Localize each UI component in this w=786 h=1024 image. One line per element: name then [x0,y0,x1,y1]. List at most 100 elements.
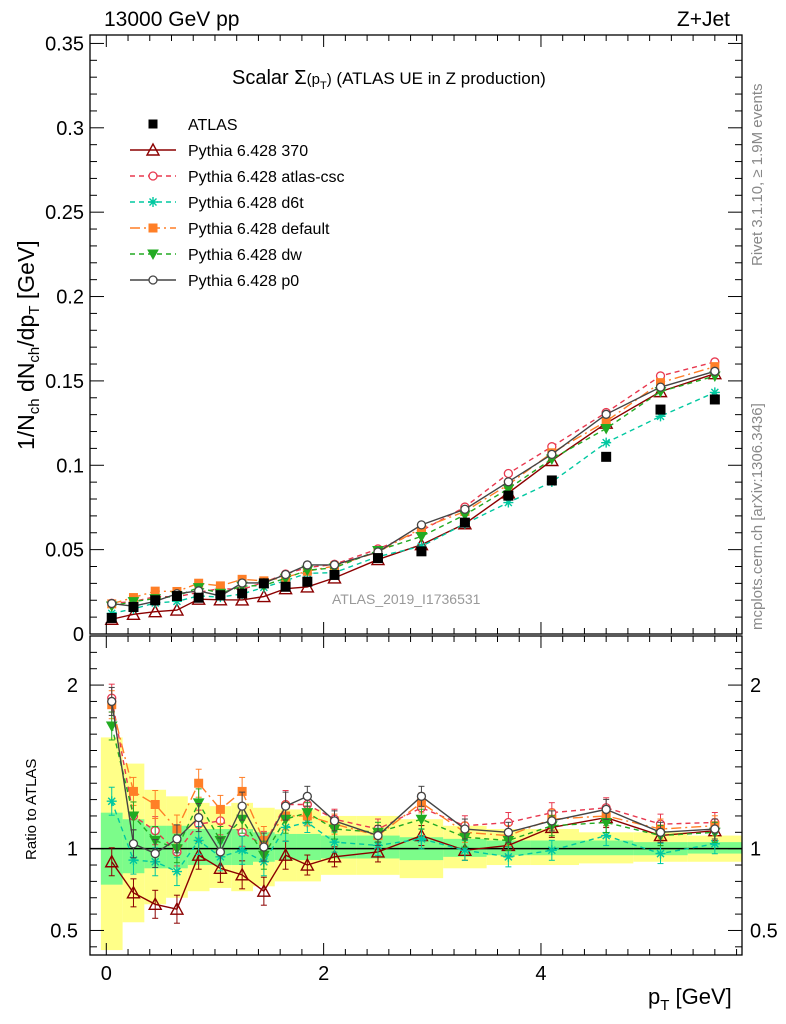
header-right: Z+Jet [677,8,730,31]
y-tick-label: 0.05 [45,540,84,562]
series-marker [215,804,225,814]
series-marker [194,812,204,823]
y-tick-label: 0.25 [45,202,84,224]
series-marker [169,602,185,616]
x-axis-label: pT [GeV] [648,984,732,1014]
mcplots-label: mcplots.cern.ch [arXiv:1306.3436] [749,403,766,630]
series-marker [329,560,340,570]
data-point [655,404,666,415]
series-marker [547,449,557,460]
ratio-y-tick-label: 0.5 [50,920,78,942]
series-marker [710,362,720,372]
series-marker [148,604,163,618]
series-marker [105,721,118,733]
series-marker [256,883,272,897]
series-marker [107,598,117,609]
series-marker [601,437,612,448]
series-marker [302,791,312,801]
series-marker [416,520,427,530]
series-marker [280,569,291,580]
series-marker [709,387,720,398]
uncertainty-band-green [320,835,357,859]
series-marker [710,366,720,376]
uncertainty-band-green [296,833,321,861]
series-marker [655,411,666,422]
legend-label: Pythia 6.428 p0 [188,273,299,290]
chart-title: Scalar Σ(pT) (ATLAS UE in Z production) [232,67,546,92]
series-marker [148,223,158,233]
series-marker [459,845,470,856]
series-marker [128,839,139,849]
series-marker [256,589,272,603]
series-line-1 [111,361,716,604]
series-marker [415,531,428,543]
series-marker [655,827,666,837]
series-marker [601,830,612,841]
series-marker [148,896,163,910]
series-marker [373,830,383,841]
series-line-5 [111,370,716,607]
series-marker [147,249,159,261]
series-marker [148,197,158,207]
series-marker [215,847,226,857]
series-marker [259,842,269,852]
series-marker [601,416,611,426]
data-point [329,569,340,580]
series-marker [300,857,315,871]
series-marker [150,799,160,809]
x-tick-label: 0 [101,963,112,985]
data-point [171,591,182,602]
data-point [215,590,226,601]
series-marker [544,453,560,467]
rivet-version-label: Rivet 3.1.10, ≥ 1.9M events [749,84,766,267]
series-line-4 [111,375,716,607]
series-marker [370,844,386,858]
y-tick-label: 0.15 [45,371,84,393]
series-marker [126,885,141,899]
series-marker [546,845,557,856]
ratio-y-tick-label-right: 1 [750,839,761,861]
y-tick-label: 0.2 [56,287,84,309]
series-marker [107,696,117,707]
series-marker [126,606,141,620]
series-marker [150,848,160,859]
series-marker [148,119,158,129]
series-marker [329,816,340,826]
data-point [258,578,269,589]
legend-label: Pythia 6.428 atlas-csc [188,169,345,186]
series-marker [172,834,182,844]
data-point [546,475,557,486]
y-tick-label: 0 [73,624,84,646]
series-marker [460,504,470,514]
data-point [150,595,161,606]
y-tick-label: 0.3 [56,118,84,140]
y-tick-label: 0.1 [56,455,84,477]
series-marker [215,581,225,591]
series-marker [237,801,247,811]
x-tick-label: 2 [318,963,329,985]
series-marker [106,796,117,807]
series-marker [710,824,720,834]
series-marker [503,477,514,487]
series-marker [280,801,291,811]
ratio-panel-frame [89,635,743,956]
series-marker [171,866,182,877]
series-marker [145,142,161,156]
ratio-y-tick-label: 1 [67,839,78,861]
series-marker [213,860,228,874]
series-marker [128,786,138,796]
series-marker [302,560,312,570]
series-marker [655,382,666,392]
ratio-y-tick-label: 2 [67,675,78,697]
series-marker [193,835,204,846]
data-point [416,546,427,557]
analysis-watermark: ATLAS_2019_I1736531 [332,591,481,607]
y-axis-label: 1/Nch dNch/dpT [GeV] [13,240,43,450]
series-marker [237,578,247,588]
series-marker [503,468,514,479]
series-marker [128,855,139,866]
series-marker [329,837,340,848]
legend-label: Pythia 6.428 dw [188,247,302,264]
data-point [601,451,612,462]
